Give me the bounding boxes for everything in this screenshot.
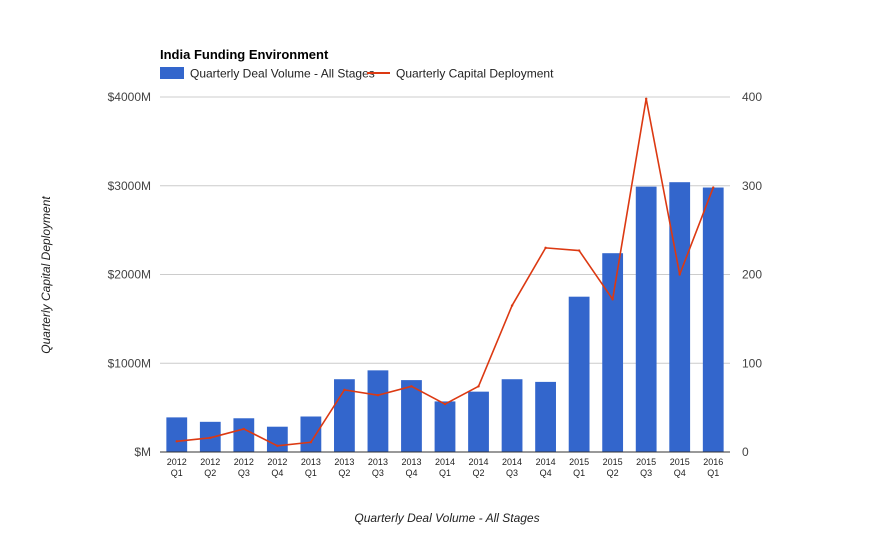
- x-tick-year: 2012: [167, 457, 187, 467]
- line-point: [343, 388, 346, 392]
- line-point: [678, 273, 681, 276]
- bar: [434, 401, 456, 452]
- x-tick-quarter: Q1: [171, 468, 183, 478]
- x-tick-year: 2014: [469, 457, 489, 467]
- line-point: [276, 444, 279, 447]
- bar-series: [166, 182, 724, 452]
- legend-bar-label: Quarterly Deal Volume - All Stages: [190, 67, 375, 81]
- x-tick-year: 2015: [569, 457, 589, 467]
- line-point: [611, 298, 614, 301]
- x-tick-quarter: Q4: [271, 468, 283, 478]
- x-tick-quarter: Q1: [573, 468, 585, 478]
- line-point: [309, 441, 313, 444]
- x-tick-quarter: Q3: [238, 468, 250, 478]
- y-left-tick-label: $2000M: [108, 268, 151, 282]
- bar: [166, 417, 188, 452]
- y-right-tick-label: 200: [742, 268, 762, 282]
- x-tick-quarter: Q4: [405, 468, 417, 478]
- x-tick-quarter: Q4: [540, 468, 552, 478]
- gridlines: [160, 96, 730, 364]
- x-tick-year: 2012: [267, 457, 287, 467]
- line-series: [175, 97, 715, 447]
- y-axis-label: Quarterly Capital Deployment: [39, 196, 53, 354]
- x-tick-year: 2014: [536, 457, 556, 467]
- x-tick-year: 2015: [603, 457, 623, 467]
- bar: [535, 381, 556, 452]
- axes: $M 0 $1000M 100 $2000M 200 $3000M 300 $4000M 400 2…: [108, 90, 763, 478]
- legend-bar-swatch: [160, 67, 184, 79]
- line-point: [712, 186, 715, 189]
- bar: [669, 182, 691, 452]
- x-tick-year: 2013: [368, 457, 388, 467]
- legend: Quarterly Deal Volume - All Stages Quart…: [160, 67, 554, 81]
- bar: [233, 418, 255, 452]
- x-tick-quarter: Q3: [506, 468, 518, 478]
- line-point: [376, 394, 380, 397]
- bar: [367, 370, 389, 452]
- line-point: [510, 304, 514, 307]
- x-axis-label: Quarterly Deal Volume - All Stages: [354, 511, 539, 525]
- bar: [635, 186, 657, 452]
- x-tick-quarter: Q2: [473, 468, 485, 478]
- y-right-tick-label: 0: [742, 445, 749, 459]
- line-point: [209, 436, 212, 439]
- y-right-tick-label: 100: [742, 356, 762, 370]
- y-left-tick-label: $3000M: [108, 179, 151, 193]
- line-point: [175, 440, 178, 443]
- x-tick-quarter: Q2: [204, 468, 216, 478]
- line-point: [410, 385, 413, 388]
- bar: [468, 391, 489, 452]
- x-tick-year: 2014: [435, 457, 455, 467]
- x-tick-quarter: Q2: [607, 468, 619, 478]
- chart-title: India Funding Environment: [160, 47, 329, 62]
- bar: [300, 416, 322, 452]
- x-tick-quarter: Q1: [439, 468, 451, 478]
- y-right-tick-label: 400: [742, 90, 762, 104]
- capital-deployment-line: [176, 97, 714, 447]
- bar: [568, 296, 590, 452]
- bar: [266, 426, 288, 452]
- x-tick-year: 2015: [636, 457, 656, 467]
- line-point: [443, 402, 447, 406]
- x-tick-year: 2013: [301, 457, 321, 467]
- legend-line-label: Quarterly Capital Deployment: [396, 67, 554, 81]
- y-left-tick-label: $1000M: [108, 356, 151, 370]
- x-tick-year: 2014: [502, 457, 522, 467]
- bar: [602, 253, 624, 452]
- bar: [401, 380, 422, 452]
- x-tick-quarter: Q3: [372, 468, 384, 478]
- y-right-tick-label: 300: [742, 179, 762, 193]
- x-tick-year: 2013: [401, 457, 421, 467]
- x-tick-quarter: Q4: [674, 468, 686, 478]
- x-tick-year: 2012: [234, 457, 254, 467]
- x-tick-quarter: Q3: [640, 468, 652, 478]
- y-left-tick-label: $M: [134, 445, 151, 459]
- x-tick-quarter: Q2: [338, 468, 350, 478]
- bar: [501, 379, 523, 452]
- line-point: [477, 385, 480, 388]
- line-point: [577, 249, 581, 252]
- y-left-tick-label: $4000M: [108, 90, 151, 104]
- x-tick-quarter: Q1: [707, 468, 719, 478]
- x-tick-year: 2013: [334, 457, 354, 467]
- x-tick-quarter: Q1: [305, 468, 317, 478]
- x-tick-year: 2016: [703, 457, 723, 467]
- x-tick-year: 2015: [670, 457, 690, 467]
- bar: [702, 187, 724, 452]
- line-point: [544, 246, 547, 250]
- line-point: [242, 427, 246, 431]
- x-tick-year: 2012: [200, 457, 220, 467]
- line-point: [644, 97, 648, 100]
